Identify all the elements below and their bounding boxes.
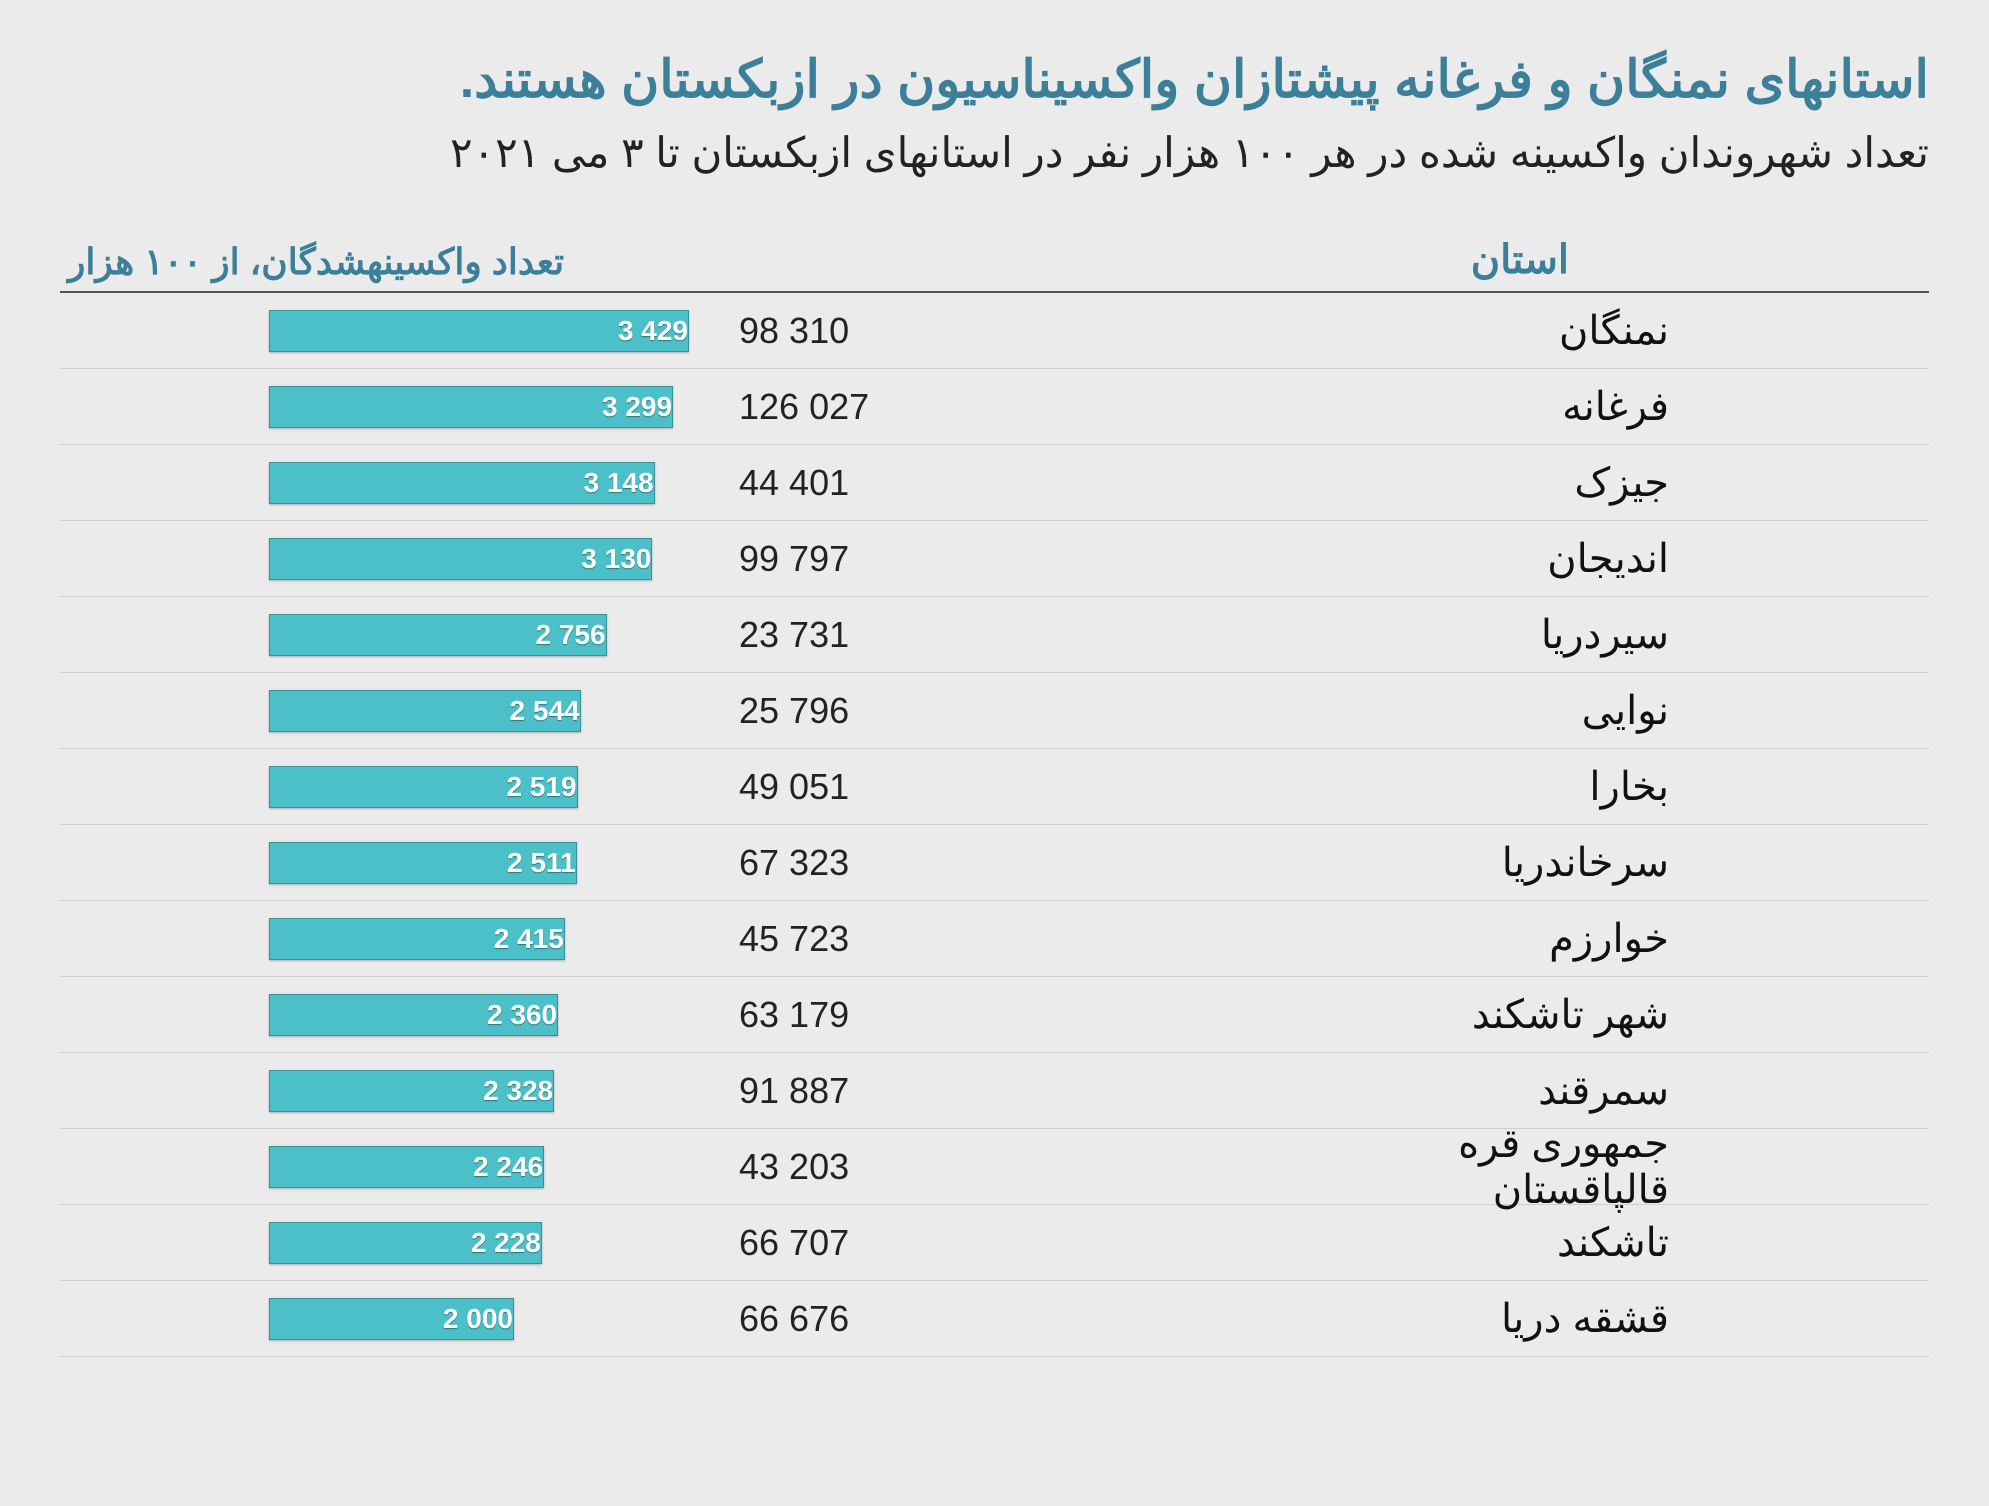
total-vaccinated: 67 323: [699, 842, 1279, 884]
bar-value-label: 3 130: [581, 543, 651, 575]
bar-value-label: 2 756: [535, 619, 605, 651]
total-vaccinated: 98 310: [699, 310, 1279, 352]
bar: 2 544: [269, 690, 581, 732]
bar-cell: 2 511: [269, 836, 699, 890]
province-name: بخارا: [1279, 764, 1929, 810]
bar-cell: 2 756: [269, 608, 699, 662]
bar-cell: 3 148: [269, 456, 699, 510]
bar-cell: 2 000: [269, 1292, 699, 1346]
province-name: تاشکند: [1279, 1220, 1929, 1266]
province-name: خوارزم: [1279, 916, 1929, 962]
bar-value-label: 3 429: [618, 315, 688, 347]
bar: 2 000: [269, 1298, 514, 1340]
bar: 3 148: [269, 462, 655, 504]
total-vaccinated: 44 401: [699, 462, 1279, 504]
total-vaccinated: 91 887: [699, 1070, 1279, 1112]
bar: 2 228: [269, 1222, 542, 1264]
bar: 3 130: [269, 538, 652, 580]
table-row: خوارزم45 723 2 415: [60, 901, 1929, 977]
bar: 2 328: [269, 1070, 554, 1112]
province-name: نوایی: [1279, 688, 1929, 734]
header-per100k: تعداد واکسینهشدگان، از ۱۰۰ هزار: [60, 241, 1279, 283]
bar-value-label: 3 148: [584, 467, 654, 499]
bar-value-label: 2 000: [443, 1303, 513, 1335]
bar-value-label: 2 544: [510, 695, 580, 727]
table-row: شهر تاشکند63 179 2 360: [60, 977, 1929, 1053]
bar-cell: 2 328: [269, 1064, 699, 1118]
bar: 2 246: [269, 1146, 544, 1188]
bar-value-label: 2 415: [494, 923, 564, 955]
total-vaccinated: 66 676: [699, 1298, 1279, 1340]
table-row: جیزک44 401 3 148: [60, 445, 1929, 521]
bar: 2 511: [269, 842, 577, 884]
table-row: قشقه دریا66 676 2 000: [60, 1281, 1929, 1357]
vaccination-bar-chart: استان تعداد واکسینهشدگان، از ۱۰۰ هزار نم…: [60, 237, 1929, 1357]
bar-cell: 3 130: [269, 532, 699, 586]
total-vaccinated: 23 731: [699, 614, 1279, 656]
table-row: سمرقند91 887 2 328: [60, 1053, 1929, 1129]
bar: 2 756: [269, 614, 607, 656]
bar: 2 415: [269, 918, 565, 960]
bar-cell: 2 544: [269, 684, 699, 738]
bar-cell: 3 299: [269, 380, 699, 434]
table-header-row: استان تعداد واکسینهشدگان، از ۱۰۰ هزار: [60, 237, 1929, 293]
total-vaccinated: 25 796: [699, 690, 1279, 732]
table-row: اندیجان99 797 3 130: [60, 521, 1929, 597]
bar-cell: 2 228: [269, 1216, 699, 1270]
total-vaccinated: 126 027: [699, 386, 1279, 428]
table-row: تاشکند66 707 2 228: [60, 1205, 1929, 1281]
province-name: اندیجان: [1279, 536, 1929, 582]
bar: 3 299: [269, 386, 673, 428]
table-row: نمنگان98 310 3 429: [60, 293, 1929, 369]
province-name: سمرقند: [1279, 1068, 1929, 1114]
province-name: جیزک: [1279, 460, 1929, 506]
bar-value-label: 2 228: [471, 1227, 541, 1259]
bar: 2 360: [269, 994, 558, 1036]
table-row: سیردریا23 731 2 756: [60, 597, 1929, 673]
table-row: جمهوری قره قالپاقستان43 2032 246: [60, 1129, 1929, 1205]
bar-cell: 3 429: [269, 304, 699, 358]
bar-cell: 2 360: [269, 988, 699, 1042]
bar-cell: 2 415: [269, 912, 699, 966]
total-vaccinated: 49 051: [699, 766, 1279, 808]
total-vaccinated: 43 203: [699, 1146, 1279, 1188]
province-name: فرغانه: [1279, 384, 1929, 430]
table-row: بخارا49 051 2 519: [60, 749, 1929, 825]
bar-cell: 2 519: [269, 760, 699, 814]
province-name: قشقه دریا: [1279, 1296, 1929, 1342]
bar-value-label: 2 360: [487, 999, 557, 1031]
province-name: شهر تاشکند: [1279, 992, 1929, 1038]
bar-value-label: 2 519: [506, 771, 576, 803]
bar-value-label: 2 246: [473, 1151, 543, 1183]
bar-value-label: 2 511: [507, 847, 576, 879]
bar-cell: 2 246: [269, 1140, 699, 1194]
chart-title: استانهای نمنگان و فرغانه پیشتازان واکسین…: [60, 50, 1929, 110]
total-vaccinated: 66 707: [699, 1222, 1279, 1264]
chart-subtitle: تعداد شهروندان واکسینه شده در هر ۱۰۰ هزا…: [60, 128, 1929, 177]
province-name: سرخاندریا: [1279, 840, 1929, 886]
province-name: نمنگان: [1279, 308, 1929, 354]
province-name: جمهوری قره قالپاقستان: [1279, 1121, 1929, 1213]
table-row: فرغانه126 027 3 299: [60, 369, 1929, 445]
total-vaccinated: 63 179: [699, 994, 1279, 1036]
header-province: استان: [1279, 237, 1929, 283]
total-vaccinated: 99 797: [699, 538, 1279, 580]
table-row: سرخاندریا67 323 2 511: [60, 825, 1929, 901]
bar-value-label: 2 328: [483, 1075, 553, 1107]
bar: 3 429: [269, 310, 689, 352]
province-name: سیردریا: [1279, 612, 1929, 658]
total-vaccinated: 45 723: [699, 918, 1279, 960]
bar-value-label: 3 299: [602, 391, 672, 423]
table-row: نوایی25 796 2 544: [60, 673, 1929, 749]
bar: 2 519: [269, 766, 578, 808]
